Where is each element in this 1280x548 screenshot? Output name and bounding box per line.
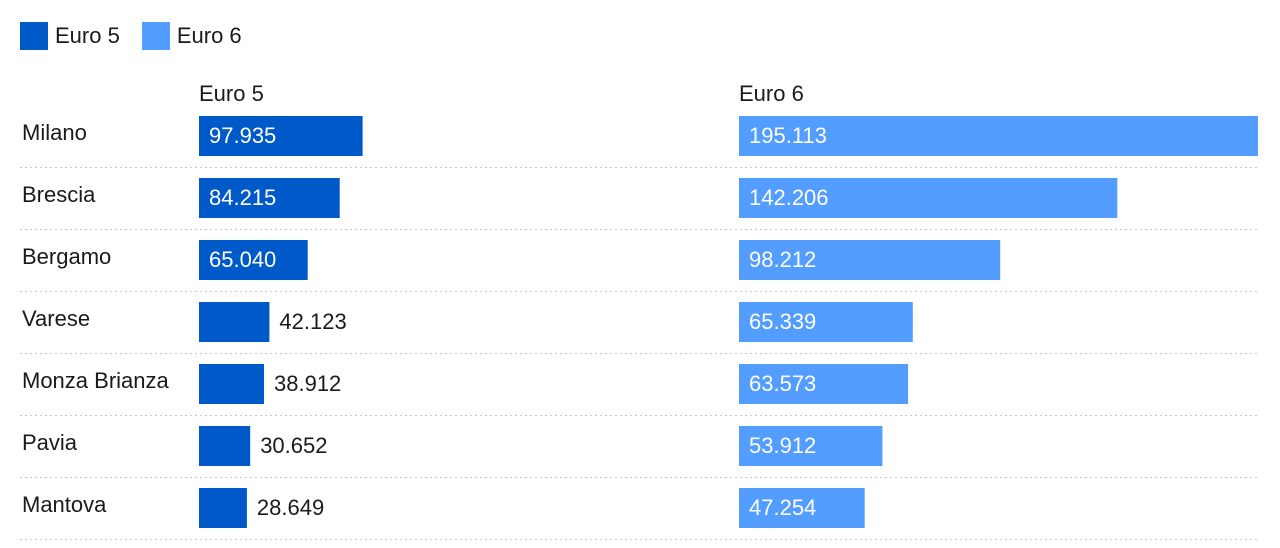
bar-euro-6-mantova bbox=[739, 488, 865, 528]
category-label-pavia: Pavia bbox=[22, 430, 78, 455]
bar-euro-6-monza-brianza bbox=[739, 364, 909, 404]
bar-euro-5-brescia bbox=[199, 178, 340, 218]
category-label-bergamo: Bergamo bbox=[22, 244, 111, 269]
bar-euro-6-bergamo bbox=[739, 240, 1001, 280]
value-label-euro-5-mantova: 28.649 bbox=[257, 495, 324, 520]
value-label-euro-6-pavia: 53.912 bbox=[749, 433, 816, 458]
bar-euro-6-pavia bbox=[739, 426, 883, 466]
legend: Euro 5 Euro 6 bbox=[20, 22, 264, 50]
category-label-brescia: Brescia bbox=[22, 182, 96, 207]
legend-item-euro-5: Euro 5 bbox=[20, 22, 120, 50]
bar-euro-6-brescia bbox=[739, 178, 1118, 218]
legend-item-euro-6: Euro 6 bbox=[141, 22, 242, 50]
bar-euro-5-monza-brianza bbox=[199, 364, 264, 404]
category-label-milano: Milano bbox=[22, 120, 87, 145]
bar-euro-5-pavia bbox=[199, 426, 251, 466]
panel-title-euro-6: Euro 6 bbox=[739, 81, 804, 106]
value-label-euro-5-brescia: 84.215 bbox=[209, 185, 276, 210]
bar-euro-5-bergamo bbox=[199, 240, 308, 280]
value-label-euro-5-pavia: 30.652 bbox=[260, 433, 327, 458]
bar-euro-6-milano bbox=[739, 116, 1258, 156]
category-label-mantova: Mantova bbox=[22, 492, 107, 517]
value-label-euro-6-milano: 195.113 bbox=[749, 123, 827, 148]
legend-swatch-euro-6 bbox=[141, 22, 170, 50]
value-label-euro-6-mantova: 47.254 bbox=[749, 495, 816, 520]
category-label-varese: Varese bbox=[22, 306, 90, 331]
legend-label-euro-6: Euro 6 bbox=[176, 23, 242, 48]
value-label-euro-6-varese: 65.339 bbox=[749, 309, 816, 334]
bar-euro-6-varese bbox=[739, 302, 913, 342]
legend-swatch-euro-5 bbox=[20, 22, 48, 50]
panel-title-euro-5: Euro 5 bbox=[199, 81, 264, 106]
value-label-euro-6-bergamo: 98.212 bbox=[749, 247, 816, 272]
value-label-euro-5-bergamo: 65.040 bbox=[209, 247, 276, 272]
bar-euro-5-varese bbox=[199, 302, 270, 342]
value-label-euro-5-monza-brianza: 38.912 bbox=[274, 371, 341, 396]
value-label-euro-6-monza-brianza: 63.573 bbox=[749, 371, 816, 396]
bar-euro-5-mantova bbox=[199, 488, 247, 528]
legend-label-euro-5: Euro 5 bbox=[55, 23, 120, 48]
value-label-euro-5-varese: 42.123 bbox=[279, 309, 346, 334]
value-label-euro-6-brescia: 142.206 bbox=[749, 185, 829, 210]
value-label-euro-5-milano: 97.935 bbox=[209, 123, 276, 148]
category-label-monza-brianza: Monza Brianza bbox=[22, 368, 170, 393]
bar-euro-5-milano bbox=[199, 116, 363, 156]
